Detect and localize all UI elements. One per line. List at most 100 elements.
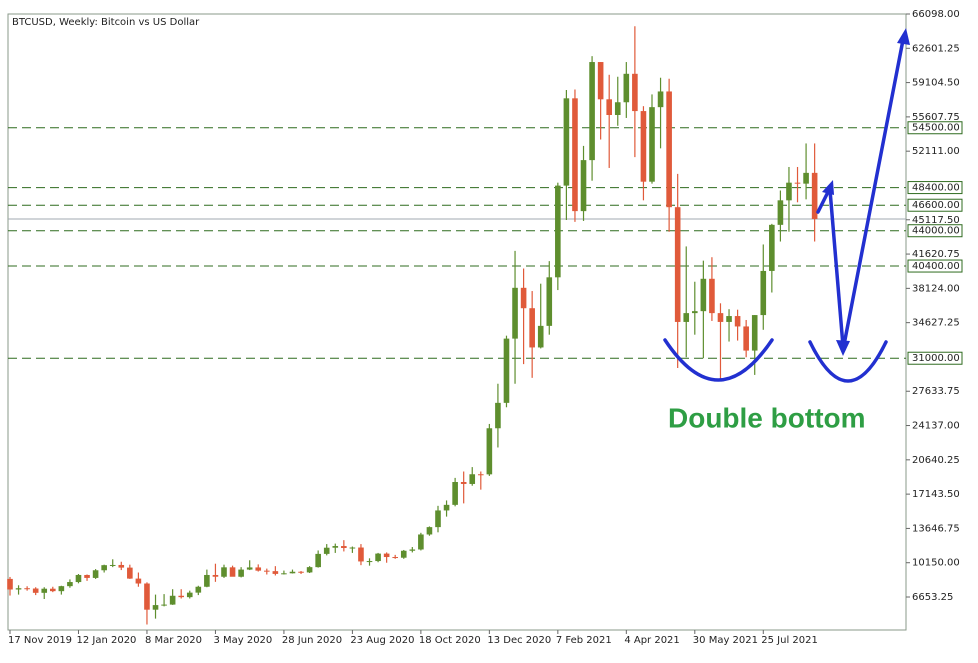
candle-body: [435, 510, 441, 528]
candle-body: [803, 172, 809, 184]
candle-body: [127, 567, 133, 579]
candle-body: [529, 308, 535, 348]
y-tick-label: 13646.75: [912, 523, 960, 534]
candle-body: [786, 182, 792, 201]
y-tick-label: 20640.25: [912, 455, 960, 466]
candle-body: [657, 91, 664, 108]
y-tick-label: 38124.00: [912, 283, 960, 294]
candle-body: [41, 588, 48, 593]
candle-body: [726, 316, 732, 322]
y-tick-label: 59104.50: [912, 78, 960, 89]
level-label: 40400.00: [912, 261, 960, 272]
candle-body: [700, 278, 707, 312]
candle-body: [152, 605, 159, 610]
bottom-arc: [663, 338, 774, 382]
x-tick-label: 12 Jan 2020: [76, 635, 136, 646]
candle-body: [418, 534, 424, 550]
level-label: 48400.00: [912, 183, 960, 194]
level-label-box: [907, 351, 963, 365]
candle-body: [238, 569, 244, 577]
candle-body: [520, 287, 527, 309]
candle-body: [623, 73, 630, 103]
y-tick-label: 45117.50: [912, 215, 960, 226]
candle-body: [375, 553, 381, 562]
arrow-head: [836, 340, 850, 356]
y-tick-label: 34627.25: [912, 318, 960, 329]
y-tick-label: 41620.75: [912, 249, 960, 260]
annotation: Double bottom: [668, 402, 866, 433]
candle-body: [84, 574, 90, 578]
x-tick-label: 13 Dec 2020: [487, 635, 551, 646]
candle-body: [67, 582, 73, 587]
x-tick-label: 23 Aug 2020: [350, 635, 414, 646]
candle-body: [478, 474, 484, 476]
candle-body: [24, 588, 30, 590]
candle-body: [692, 311, 698, 314]
arrow-head: [897, 28, 910, 45]
candle-body: [452, 482, 458, 505]
candle-body: [709, 278, 715, 314]
x-tick-label: 8 Mar 2020: [145, 635, 202, 646]
candle-body: [632, 73, 638, 112]
candle-body: [751, 315, 758, 351]
y-tick-label: 55607.75: [912, 112, 960, 123]
candle-body: [332, 546, 339, 548]
candle-body: [572, 98, 578, 212]
candle-body: [597, 62, 604, 100]
arrow-line: [828, 188, 845, 348]
candle-body: [409, 549, 416, 551]
candle-body: [186, 592, 193, 598]
candle-body: [366, 561, 373, 563]
x-tick-label: 3 May 2020: [213, 635, 272, 646]
candle-body: [358, 547, 364, 562]
candle-body: [212, 574, 219, 577]
candle-body: [794, 182, 801, 184]
candle-body: [289, 571, 296, 574]
level-label-box: [907, 198, 963, 212]
candle-body: [229, 567, 236, 577]
candle-body: [460, 482, 467, 484]
candle-body: [683, 313, 690, 322]
y-tick-label: 66098.00: [912, 9, 960, 20]
content: 66098.00 62601.25 59104.50 55607.75 52111.00…: [7, 9, 963, 646]
level-label-box: [907, 121, 963, 135]
candle-body: [161, 604, 167, 606]
level-label-box: [907, 259, 963, 273]
y-tick-label: 17143.50: [912, 489, 960, 500]
level-label-box: [907, 181, 963, 195]
candle-body: [649, 107, 655, 182]
candle-body: [101, 565, 107, 571]
candle-body: [392, 557, 398, 559]
arrow-line: [841, 38, 905, 352]
candle-body: [674, 207, 681, 322]
candle-body: [512, 287, 518, 339]
candle-body: [169, 595, 176, 605]
level-label: 46600.00: [912, 200, 960, 211]
candle-body: [777, 200, 784, 225]
candle-body: [272, 571, 279, 574]
candle-body: [246, 567, 253, 570]
candle-body: [503, 338, 510, 403]
candle-body: [255, 567, 262, 571]
drawing: [663, 38, 905, 383]
candle-body: [734, 316, 741, 327]
candle-body: [349, 547, 356, 549]
chart-title: BTCUSD, Weekly: Bitcoin vs US Dollar: [12, 17, 200, 28]
y-tick-label: 24137.00: [912, 421, 960, 432]
candle-body: [717, 313, 724, 322]
candle-body: [281, 573, 287, 575]
candle-body: [589, 62, 595, 161]
x-tick-label: 30 May 2021: [693, 635, 758, 646]
candle-body: [383, 553, 390, 558]
candle-body: [7, 578, 13, 590]
x-tick-label: 17 Nov 2019: [8, 635, 72, 646]
candle-body: [221, 567, 227, 577]
x-tick-label: 7 Feb 2021: [556, 635, 612, 646]
candle-body: [118, 564, 125, 568]
candle-body: [204, 574, 210, 587]
candle-body: [760, 270, 767, 316]
candle-body: [743, 326, 749, 351]
candle-body: [298, 571, 304, 573]
level-label: 44000.00: [912, 226, 960, 237]
